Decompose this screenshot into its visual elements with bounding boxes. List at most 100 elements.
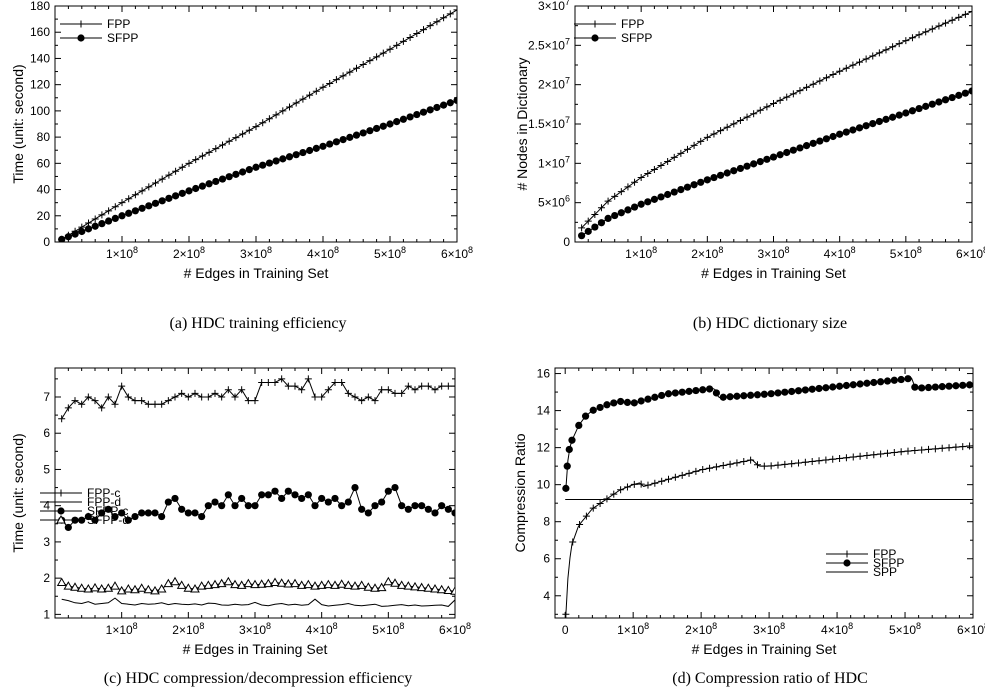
marker-sfpp-d xyxy=(350,581,360,590)
marker-sfpp-c xyxy=(311,502,319,510)
x-tick-label: 3×108 xyxy=(240,245,272,261)
y-tick-label: 40 xyxy=(37,183,51,197)
y-tick-label: 14 xyxy=(537,404,551,418)
y-tick-label: 1.5×107 xyxy=(528,115,570,131)
marker-sfpp xyxy=(575,421,583,430)
marker-fpp xyxy=(952,443,960,451)
x-tick-label: 6×108 xyxy=(956,245,985,261)
marker-fpp xyxy=(178,163,186,171)
marker-sfpp xyxy=(908,107,917,115)
marker-fpp xyxy=(657,161,665,169)
marker-sfpp-c xyxy=(104,505,112,513)
marker-fpp xyxy=(346,68,354,76)
marker-fpp xyxy=(299,95,307,103)
y-tick-label: 5×106 xyxy=(538,194,570,210)
marker-fpp xyxy=(803,83,811,91)
marker-sfpp xyxy=(703,176,711,184)
x-tick-label: 4×108 xyxy=(824,245,856,261)
marker-sfpp xyxy=(232,170,240,178)
marker-sfpp xyxy=(664,390,673,398)
marker-fpp xyxy=(677,149,685,157)
marker-sfpp-c xyxy=(131,512,139,521)
marker-fpp xyxy=(578,224,586,232)
marker-sfpp xyxy=(562,484,570,492)
marker-sfpp xyxy=(279,155,287,163)
y-tick-label: 2 xyxy=(43,571,50,585)
marker-sfpp-d xyxy=(323,579,334,589)
legend-label-fpp: FPP xyxy=(873,547,896,561)
marker-sfpp-c xyxy=(324,498,332,506)
marker-fpp-c xyxy=(344,389,352,397)
marker-sfpp-c xyxy=(84,512,92,521)
marker-fpp-c xyxy=(251,397,259,405)
x-tick-label: 3×108 xyxy=(239,621,271,637)
marker-sfpp xyxy=(58,235,66,242)
marker-sfpp xyxy=(869,120,877,128)
legend-marker xyxy=(56,514,66,524)
marker-fpp-c xyxy=(391,389,399,397)
marker-fpp xyxy=(760,462,768,470)
marker-fpp xyxy=(789,90,797,98)
marker-fpp-c xyxy=(138,397,146,405)
marker-fpp xyxy=(870,451,878,459)
marker-fpp-c xyxy=(298,386,306,394)
legend-marker xyxy=(591,34,599,42)
marker-fpp xyxy=(584,217,592,225)
marker-sfpp-d xyxy=(256,579,267,588)
marker-sfpp xyxy=(870,378,878,387)
y-tick-label: 2.5×107 xyxy=(528,36,570,52)
marker-sfpp xyxy=(897,375,905,384)
marker-fpp-c xyxy=(78,400,86,408)
marker-sfpp-c xyxy=(244,502,252,510)
marker-sfpp xyxy=(690,181,698,189)
marker-fpp xyxy=(945,444,953,452)
y-tick-label: 120 xyxy=(30,78,50,92)
legend-label-fpp: FPP xyxy=(107,17,130,31)
marker-fpp xyxy=(339,72,347,80)
marker-sfpp xyxy=(736,164,745,173)
marker-fpp-c xyxy=(131,397,139,405)
marker-sfpp-c xyxy=(444,505,452,513)
y-tick-label: 180 xyxy=(30,0,50,13)
marker-sfpp-c xyxy=(118,509,126,517)
y-tick-label: 3×107 xyxy=(538,0,570,13)
marker-sfpp-d xyxy=(436,584,447,594)
marker-fpp-c xyxy=(178,389,186,397)
marker-sfpp-d xyxy=(216,578,227,588)
marker-fpp xyxy=(925,445,933,453)
marker-sfpp xyxy=(406,113,414,121)
marker-sfpp xyxy=(604,214,612,222)
marker-sfpp xyxy=(856,380,864,388)
marker-fpp xyxy=(589,504,597,512)
y-tick-label: 16 xyxy=(537,367,551,381)
marker-sfpp-d xyxy=(143,584,154,594)
marker-fpp xyxy=(928,25,936,33)
marker-sfpp xyxy=(664,190,672,199)
marker-sfpp xyxy=(339,136,347,144)
marker-sfpp xyxy=(637,397,645,405)
x-tick-label: 0 xyxy=(562,623,569,637)
marker-fpp xyxy=(286,103,293,111)
marker-sfpp-c xyxy=(344,498,352,506)
marker-fpp-c xyxy=(231,393,239,401)
marker-sfpp-d xyxy=(356,580,367,589)
marker-fpp xyxy=(433,18,441,26)
marker-fpp xyxy=(158,175,166,183)
marker-fpp xyxy=(359,60,367,68)
marker-fpp xyxy=(603,495,611,503)
series-sfpp-d xyxy=(56,576,455,595)
marker-fpp xyxy=(968,8,972,16)
marker-sfpp-c xyxy=(124,516,132,524)
marker-fpp xyxy=(393,41,401,49)
marker-fpp xyxy=(617,486,625,494)
marker-fpp xyxy=(776,96,784,104)
marker-fpp-c xyxy=(184,393,192,401)
marker-fpp xyxy=(690,141,698,149)
marker-sfpp xyxy=(578,232,586,240)
marker-fpp-c xyxy=(404,382,412,390)
marker-fpp xyxy=(897,448,905,456)
x-tick-label: 5×108 xyxy=(890,245,922,261)
marker-sfpp-d xyxy=(303,579,314,589)
marker-sfpp-d xyxy=(390,578,400,587)
